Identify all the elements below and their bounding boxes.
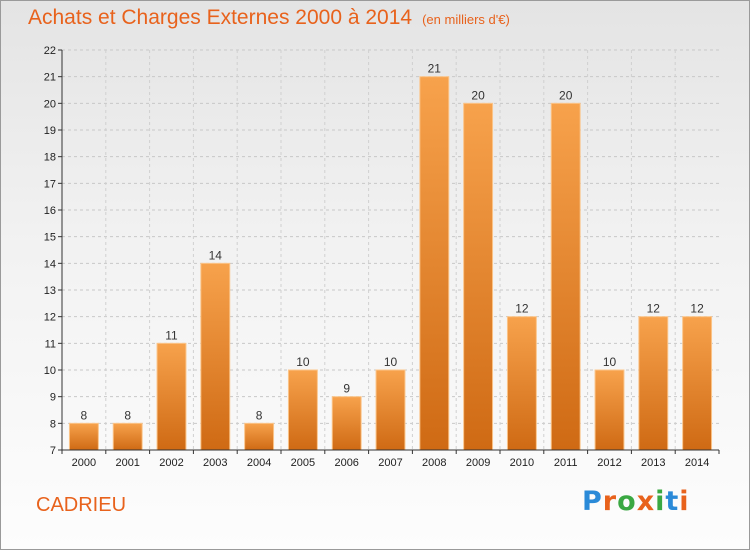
bar-2004 bbox=[244, 422, 275, 451]
data-label: 11 bbox=[165, 328, 178, 342]
y-tick-label: 12 bbox=[44, 312, 56, 324]
bar-2014 bbox=[682, 316, 713, 451]
x-tick-label: 2011 bbox=[554, 457, 578, 469]
bar-2001 bbox=[112, 422, 143, 451]
x-tick-label: 2003 bbox=[203, 457, 227, 469]
y-tick-label: 14 bbox=[44, 258, 56, 270]
bar-2012 bbox=[594, 369, 625, 451]
logo-letter: r bbox=[602, 486, 618, 517]
y-tick-label: 10 bbox=[44, 365, 56, 377]
bars: 8 8 11 14 8 10 9 10 21 20 12 20 10 12 12 bbox=[68, 62, 713, 451]
x-tick-label: 2002 bbox=[159, 457, 183, 469]
data-label: 9 bbox=[343, 382, 350, 396]
data-label: 10 bbox=[296, 355, 310, 369]
data-label: 12 bbox=[515, 302, 529, 316]
y-tick-label: 13 bbox=[44, 285, 56, 297]
y-tick-label: 7 bbox=[50, 445, 56, 457]
bar-2005 bbox=[287, 369, 318, 451]
chart-title-text: Achats et Charges Externes 2000 à 2014 bbox=[28, 6, 413, 29]
y-tick-label: 9 bbox=[50, 392, 56, 404]
data-label: 20 bbox=[471, 88, 485, 102]
x-tick-label: 2013 bbox=[641, 457, 665, 469]
y-tick-label: 17 bbox=[44, 178, 56, 190]
x-tick-label: 2012 bbox=[597, 457, 621, 469]
bar-2009 bbox=[463, 102, 494, 451]
data-label: 12 bbox=[647, 302, 661, 316]
x-tick-label: 2004 bbox=[247, 457, 271, 469]
data-label: 20 bbox=[559, 88, 573, 102]
commune-name: CADRIEU bbox=[36, 494, 127, 516]
y-tick-label: 16 bbox=[44, 205, 56, 217]
bar-2007 bbox=[375, 369, 406, 451]
x-tick-label: 2005 bbox=[291, 457, 315, 469]
chart-title: Achats et Charges Externes 2000 à 2014 (e… bbox=[28, 6, 510, 30]
data-label: 8 bbox=[81, 408, 88, 422]
data-label: 10 bbox=[384, 355, 398, 369]
y-tick-label: 22 bbox=[44, 45, 56, 57]
data-label: 10 bbox=[603, 355, 617, 369]
y-tick-label: 21 bbox=[44, 72, 56, 84]
x-tick-label: 2001 bbox=[115, 457, 139, 469]
y-tick-label: 20 bbox=[44, 98, 56, 110]
axes: 7 8 9 10 11 12 13 14 15 16 17 18 19 20 21 22 2000 2001 200… bbox=[44, 45, 720, 469]
logo-letter: o bbox=[617, 486, 637, 517]
bar-2000 bbox=[68, 422, 99, 451]
x-tick-label: 2000 bbox=[72, 457, 96, 469]
data-label: 12 bbox=[690, 302, 704, 316]
bar-2002 bbox=[156, 342, 187, 451]
data-label: 14 bbox=[209, 248, 223, 262]
y-tick-label: 19 bbox=[44, 125, 56, 137]
x-tick-label: 2006 bbox=[334, 457, 358, 469]
y-tick-label: 18 bbox=[44, 152, 56, 164]
x-tick-label: 2008 bbox=[422, 457, 446, 469]
x-tick-label: 2009 bbox=[466, 457, 490, 469]
y-tick-label: 8 bbox=[50, 418, 56, 430]
logo-letter: i bbox=[679, 486, 690, 517]
y-tick-label: 11 bbox=[45, 338, 56, 350]
bar-2008 bbox=[419, 76, 450, 451]
proxiti-logo: Proxiti bbox=[582, 486, 690, 517]
bar-2013 bbox=[638, 316, 669, 451]
x-tick-label: 2010 bbox=[510, 457, 534, 469]
data-label: 21 bbox=[428, 62, 442, 76]
bar-2010 bbox=[506, 316, 537, 451]
data-label: 8 bbox=[256, 408, 263, 422]
chart-unit: (en milliers d'€) bbox=[422, 12, 510, 27]
logo-letter: t bbox=[665, 486, 680, 517]
bar-2006 bbox=[331, 396, 362, 451]
x-tick-label: 2007 bbox=[378, 457, 402, 469]
x-tick-label: 2014 bbox=[685, 457, 709, 469]
bar-2003 bbox=[200, 262, 231, 451]
y-tick-label: 15 bbox=[44, 232, 56, 244]
logo-letter: x bbox=[636, 486, 656, 517]
logo-letter: i bbox=[655, 486, 666, 517]
data-label: 8 bbox=[124, 408, 131, 422]
logo-letter: P bbox=[582, 486, 603, 517]
bar-2011 bbox=[550, 102, 581, 451]
